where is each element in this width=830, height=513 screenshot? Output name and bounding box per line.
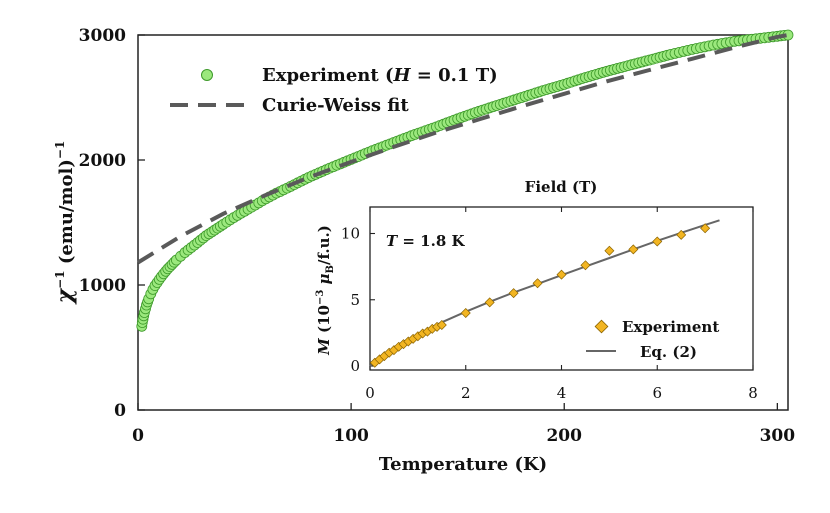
x-tick-label: 300	[760, 426, 796, 446]
inset-legend-experiment-marker	[594, 319, 609, 334]
inset-y-axis-label: M (10−3 μB/f.u.)	[315, 225, 336, 356]
inset-series	[369, 219, 720, 368]
inset-ylabel-sub: B	[325, 265, 336, 273]
y-axis-label-sup: −1	[53, 270, 67, 288]
inset-top-axis-label: Field (T)	[525, 178, 598, 196]
inset-experiment-point	[556, 269, 567, 280]
main-series	[136, 29, 794, 332]
inset-x-tick-label: 4	[557, 384, 567, 402]
x-tick-label: 0	[132, 426, 144, 446]
inset-experiment-point	[676, 229, 687, 240]
y-axis-label-unit-sup: −1	[53, 141, 67, 159]
y-axis-label-chi: χ	[52, 287, 78, 305]
inset-experiment-point	[628, 244, 639, 255]
inset-ylabel-mu: μ	[315, 273, 333, 289]
inset-ylabel-tail: /f.u.)	[315, 225, 333, 265]
legend-experiment-suffix: = 0.1 T)	[411, 65, 498, 86]
inset-background	[370, 207, 753, 370]
legend-fit-label: Curie-Weiss fit	[262, 95, 409, 116]
inset-ylabel-mid: (10	[315, 305, 333, 338]
inset-experiment-point	[460, 308, 471, 319]
curie-weiss-fit-line	[136, 33, 789, 265]
legend-experiment-field-symbol: H	[393, 65, 412, 86]
inset-y-tick-label: 10	[341, 225, 360, 243]
inset-legend-eq-label: Eq. (2)	[640, 343, 697, 361]
y-tick-label: 3000	[79, 26, 126, 46]
y-axis-label-unit: (emu/mol)	[56, 159, 77, 270]
inset-annotation-value: = 1.8 K	[397, 232, 465, 250]
inset-x-tick-label: 8	[748, 384, 758, 402]
y-tick-label: 1000	[79, 276, 126, 296]
inset-annotation-t: T	[386, 232, 399, 250]
inset-experiment-point	[532, 278, 543, 289]
y-tick-label: 0	[114, 401, 126, 421]
legend-experiment-label: Experiment (H = 0.1 T)	[262, 65, 498, 86]
inset-y-tick-label: 5	[350, 291, 360, 309]
main-plot-frame	[137, 34, 789, 411]
inset-experiment-point	[436, 319, 447, 330]
inset-legend: Experiment Eq. (2)	[586, 318, 719, 361]
inset-x-tick-label: 0	[365, 384, 375, 402]
inset-experiment-point	[580, 260, 591, 271]
inset-x-tick-label: 2	[461, 384, 471, 402]
legend-experiment-marker	[201, 69, 213, 81]
y-tick-label: 2000	[79, 151, 126, 171]
legend-experiment-prefix: Experiment (	[262, 65, 394, 86]
main-legend: Experiment (H = 0.1 T) Curie-Weiss fit	[170, 65, 498, 116]
inset-ylabel-m: M	[315, 338, 333, 356]
inset-experiment-point	[700, 223, 711, 234]
inset-experiment-point	[508, 288, 519, 299]
inset-temperature-annotation: T = 1.8 K	[386, 232, 466, 250]
y-axis-label: χ−1 (emu/mol)−1	[52, 141, 78, 306]
inset-legend-experiment-label: Experiment	[622, 318, 719, 336]
inset-ylabel-sup: −3	[315, 290, 326, 305]
x-axis-label: Temperature (K)	[379, 454, 547, 475]
inset-y-tick-label: 0	[350, 357, 360, 375]
inset-x-tick-label: 6	[652, 384, 662, 402]
inset-experiment-point	[484, 297, 495, 308]
inset-ticks: 0 2 4 6 8 0 5 10	[341, 207, 758, 402]
x-tick-label: 100	[333, 426, 369, 446]
x-tick-label: 200	[546, 426, 582, 446]
inset-experiment-point	[652, 236, 663, 247]
inset-experiment-point	[604, 245, 615, 256]
